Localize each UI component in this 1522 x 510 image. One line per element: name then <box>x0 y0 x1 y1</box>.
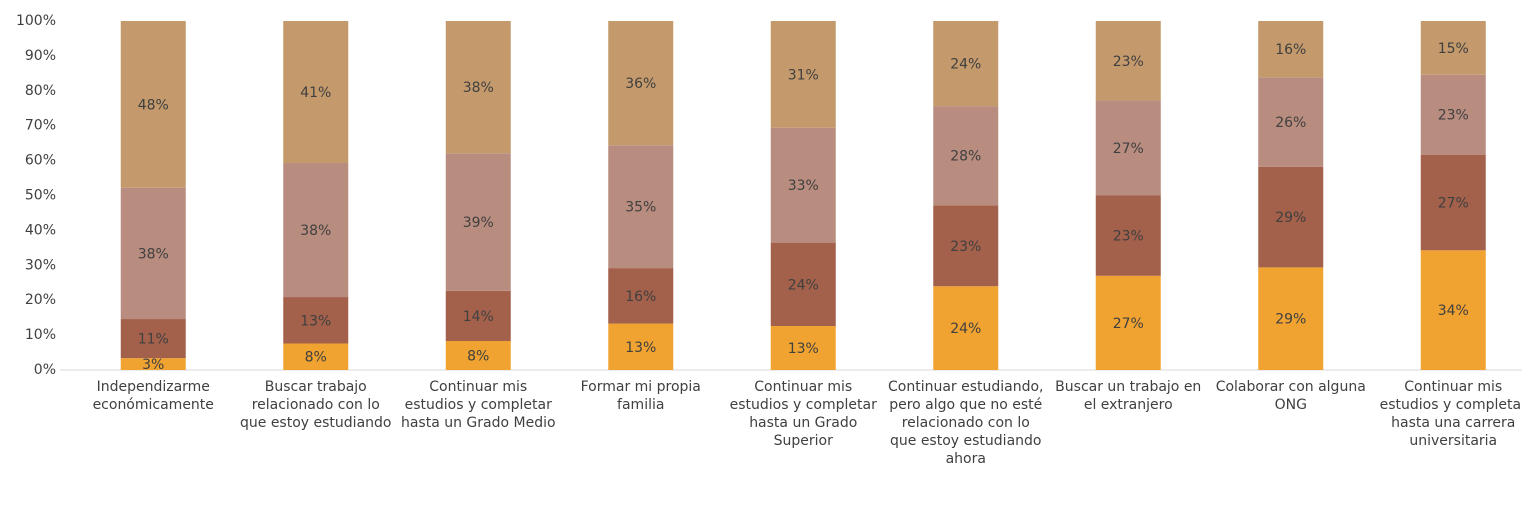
x-tick-label: Colaborar con alguna ONG <box>1215 379 1366 413</box>
data-label: 23% <box>950 239 981 255</box>
y-tick-label: 60% <box>25 153 56 169</box>
x-tick-label: Formar mi propia familia <box>580 379 701 413</box>
data-label: 24% <box>788 277 819 293</box>
bar-segment <box>1258 77 1324 167</box>
bar-segment <box>283 21 349 164</box>
bar-segment <box>770 127 836 243</box>
data-label: 3% <box>142 357 164 373</box>
bar-segment <box>283 163 349 298</box>
bar-segment <box>445 21 511 154</box>
data-label: 38% <box>138 246 169 262</box>
data-label: 23% <box>1113 54 1144 70</box>
y-tick-label: 10% <box>25 327 56 343</box>
bar-segment <box>933 286 999 370</box>
bar-segment <box>770 242 836 327</box>
bar-segment <box>933 21 999 107</box>
data-label: 29% <box>1275 312 1306 328</box>
x-tick-label: Continuar mis estudios y completar hasta… <box>729 379 877 449</box>
bar-segment <box>1420 250 1486 370</box>
bar-segment <box>1095 275 1161 370</box>
bar-segment <box>1420 154 1486 251</box>
data-label: 24% <box>950 57 981 73</box>
data-label: 13% <box>300 313 331 329</box>
x-tick-label: Independizarme económicamente <box>92 379 214 413</box>
bar-segment <box>770 326 836 370</box>
data-label: 23% <box>1113 229 1144 245</box>
data-label: 28% <box>950 149 981 165</box>
y-tick-label: 90% <box>25 48 56 64</box>
y-tick-label: 80% <box>25 83 56 99</box>
data-label: 24% <box>950 321 981 337</box>
bar-segment <box>608 323 674 370</box>
bar-segment <box>608 145 674 269</box>
bar-segment <box>608 21 674 146</box>
bar-segment <box>120 21 186 188</box>
bar-segment <box>1258 267 1324 370</box>
bar-segment <box>1420 74 1486 155</box>
y-tick-label: 40% <box>25 222 56 238</box>
y-tick-label: 100% <box>16 13 56 29</box>
data-label: 15% <box>1438 41 1469 57</box>
bar-segment <box>445 341 511 370</box>
data-label: 31% <box>788 67 819 83</box>
data-label: 38% <box>463 80 494 96</box>
data-label: 11% <box>138 332 169 348</box>
bar-segment <box>120 358 186 370</box>
data-label: 27% <box>1113 316 1144 332</box>
data-label: 13% <box>788 341 819 357</box>
bar-segment <box>933 106 999 206</box>
bar-segment <box>1095 195 1161 276</box>
bar-segment <box>120 319 186 359</box>
y-tick-label: 20% <box>25 292 56 308</box>
data-label: 8% <box>467 349 489 365</box>
data-label: 26% <box>1275 115 1306 131</box>
y-tick-label: 70% <box>25 118 56 134</box>
bar-segment <box>1420 21 1486 75</box>
bar-segment <box>283 343 349 370</box>
data-label: 8% <box>305 350 327 366</box>
data-label: 13% <box>625 340 656 356</box>
data-label: 16% <box>625 289 656 305</box>
x-tick-label: Buscar un trabajo en el extranjero <box>1055 379 1202 413</box>
bar-segment <box>770 21 836 128</box>
x-tick-label: Continuar estudiando, pero algo que no e… <box>887 379 1044 467</box>
bar-segment <box>283 297 349 344</box>
y-tick-label: 30% <box>25 257 56 273</box>
x-tick-label: Continuar mis estudios y completar hasta… <box>400 379 556 431</box>
data-label: 48% <box>138 97 169 113</box>
y-tick-label: 0% <box>34 362 56 378</box>
bar-segment <box>445 290 511 342</box>
data-label: 33% <box>788 178 819 194</box>
data-label: 23% <box>1438 108 1469 124</box>
data-label: 34% <box>1438 303 1469 319</box>
bar-segment <box>1258 166 1324 268</box>
data-label: 27% <box>1113 141 1144 157</box>
x-tick-label: Buscar trabajo relacionado con lo que es… <box>240 379 392 431</box>
bar-segment <box>1095 21 1161 101</box>
data-label: 39% <box>463 215 494 231</box>
y-tick-label: 50% <box>25 188 56 204</box>
data-label: 16% <box>1275 42 1306 58</box>
data-label: 35% <box>625 200 656 216</box>
data-label: 14% <box>463 309 494 325</box>
bar-segment <box>933 205 999 287</box>
bar-segment <box>1258 21 1324 78</box>
bar-segment <box>608 268 674 324</box>
bar-segment <box>1095 100 1161 196</box>
data-label: 27% <box>1438 195 1469 211</box>
x-tick-label: Continuar mis estudios y completar hasta… <box>1379 379 1522 449</box>
bar-segment <box>120 187 186 320</box>
data-label: 29% <box>1275 210 1306 226</box>
bar-segment <box>445 153 511 291</box>
data-label: 36% <box>625 76 656 92</box>
data-label: 41% <box>300 85 331 101</box>
data-label: 38% <box>300 223 331 239</box>
